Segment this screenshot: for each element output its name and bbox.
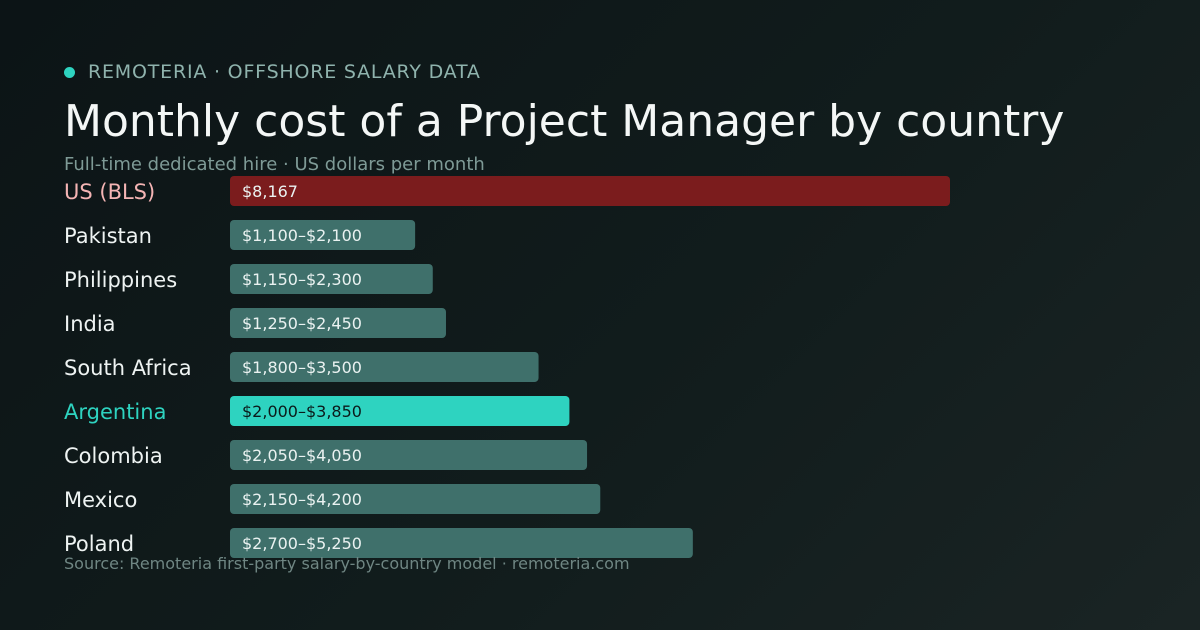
chart-title: Monthly cost of a Project Manager by cou… xyxy=(64,96,1065,147)
value-label-philippines: $1,150–$2,300 xyxy=(242,270,362,289)
brand-dot-icon xyxy=(64,66,75,78)
category-label-mexico: Mexico xyxy=(64,488,137,512)
bar-colombia xyxy=(230,440,588,470)
category-label-poland: Poland xyxy=(64,532,134,556)
bar-argentina xyxy=(230,396,570,426)
value-label-us-bls: $8,167 xyxy=(242,182,298,201)
value-label-india: $1,250–$2,450 xyxy=(242,314,362,333)
value-label-argentina: $2,000–$3,850 xyxy=(242,402,362,421)
category-label-south-africa: South Africa xyxy=(64,356,192,380)
bar-philippines xyxy=(230,264,433,294)
category-label-argentina: Argentina xyxy=(64,400,166,424)
bar-pakistan xyxy=(230,220,416,250)
bar-mexico xyxy=(230,484,601,514)
value-label-colombia: $2,050–$4,050 xyxy=(242,446,362,465)
category-label-colombia: Colombia xyxy=(64,444,163,468)
bar-south-africa xyxy=(230,352,539,382)
bar-us-bls xyxy=(230,176,950,206)
category-label-pakistan: Pakistan xyxy=(64,224,152,248)
value-label-poland: $2,700–$5,250 xyxy=(242,534,362,553)
source-note: Source: Remoteria first-party salary-by-… xyxy=(64,554,630,573)
category-label-philippines: Philippines xyxy=(64,268,177,292)
value-label-pakistan: $1,100–$2,100 xyxy=(242,226,362,245)
category-label-india: India xyxy=(64,312,116,336)
value-label-mexico: $2,150–$4,200 xyxy=(242,490,362,509)
brand-text: REMOTERIA · OFFSHORE SALARY DATA xyxy=(88,61,481,83)
category-label-us-bls: US (BLS) xyxy=(64,180,155,204)
bar-poland xyxy=(230,528,693,558)
value-label-south-africa: $1,800–$3,500 xyxy=(242,358,362,377)
chart-subtitle: Full-time dedicated hire · US dollars pe… xyxy=(64,154,485,175)
bar-india xyxy=(230,308,446,338)
brand-row: REMOTERIA · OFFSHORE SALARY DATA xyxy=(64,60,481,84)
